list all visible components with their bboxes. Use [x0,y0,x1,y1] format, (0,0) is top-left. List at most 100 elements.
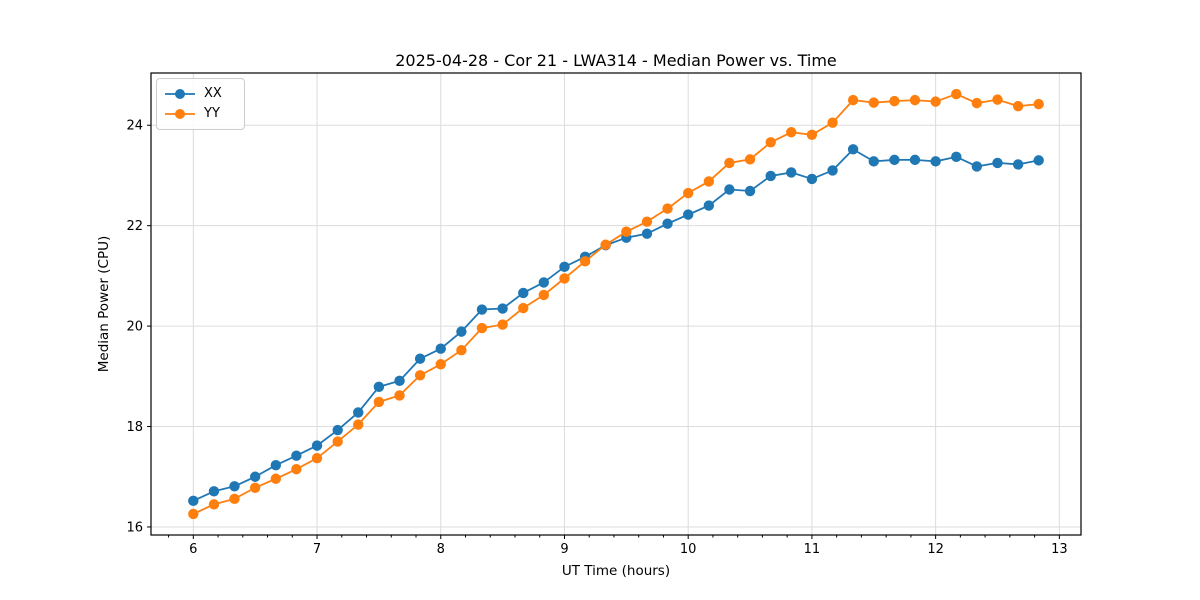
x-tick-label: 13 [1051,542,1068,557]
data-point-yy [909,94,921,106]
data-point-yy [786,127,797,138]
data-point-yy [270,473,282,484]
axis-ticks [147,124,1060,539]
legend: XX YY [156,78,245,130]
data-point-xx [868,156,879,167]
data-point-yy [744,154,756,165]
data-point-yy [188,508,199,520]
data-point-yy [353,419,364,430]
x-tick-label: 11 [804,542,821,557]
xx-line-marker-icon [165,89,195,99]
data-point-yy [208,499,220,510]
data-point-xx [724,184,735,195]
data-point-yy [497,319,508,330]
x-tick-label: 10 [680,542,697,557]
data-point-yy [538,289,550,301]
data-point-xx [538,277,550,288]
tick-labels: 6 7 8 9 10 11 12 13 16 18 20 22 24 [126,119,1067,557]
series-yy [188,88,1044,520]
data-point-yy [291,464,302,475]
legend-label-xx: XX [204,86,222,101]
y-tick-label: 20 [126,320,143,335]
data-point-yy [930,96,941,107]
legend-label-yy: YY [204,106,220,121]
data-point-yy [394,390,405,401]
data-point-xx [1033,155,1044,166]
data-point-xx [703,200,715,211]
data-point-xx [332,424,343,436]
data-point-xx [641,228,653,239]
data-point-yy [662,203,673,214]
yy-line-marker-icon [165,109,195,119]
y-tick-label: 16 [126,520,143,535]
data-point-yy [1012,100,1024,112]
data-point-yy [332,436,343,447]
data-point-xx [311,440,323,451]
data-point-xx [497,303,508,314]
data-point-xx [930,156,941,167]
gridlines [151,73,1081,535]
x-tick-label: 6 [189,542,197,557]
data-point-xx [229,481,240,492]
series-xx [188,144,1044,507]
chart-title: 2025-04-28 - Cor 21 - LWA314 - Median Po… [395,51,837,70]
data-point-xx [414,353,426,364]
data-point-xx [208,486,220,497]
y-tick-label: 24 [126,119,143,134]
plot-border [150,72,1082,536]
data-point-yy [600,239,611,250]
data-point-xx [744,185,756,197]
legend-item-yy: YY [164,104,236,124]
y-tick-label: 18 [126,420,143,435]
data-point-yy [827,117,838,128]
data-point-yy [847,94,859,106]
data-point-yy [641,216,653,227]
data-point-xx [188,495,199,507]
data-point-xx [518,287,529,299]
data-point-xx [827,165,838,176]
data-point-yy [889,95,900,107]
data-point-xx [682,209,694,220]
x-tick-label: 7 [313,542,321,557]
data-point-xx [435,343,446,354]
data-point-xx [951,151,962,163]
x-axis-label: UT Time (hours) [561,563,671,579]
data-point-xx [249,471,261,482]
data-point-xx [373,381,385,393]
data-point-yy [971,97,983,109]
data-point-yy [249,482,261,493]
data-point-yy [868,97,879,108]
data-point-yy [229,493,240,505]
data-point-xx [971,161,983,172]
data-point-xx [559,261,570,273]
data-point-xx [270,459,282,471]
data-point-xx [847,144,859,155]
data-point-yy [579,256,591,267]
data-point-yy [559,273,570,284]
data-point-yy [682,187,694,199]
data-point-yy [456,345,467,356]
data-point-yy [724,157,735,169]
data-point-yy [373,396,385,408]
data-point-yy [518,302,529,314]
data-point-yy [806,129,818,140]
data-point-xx [765,170,776,182]
data-point-yy [476,322,488,334]
data-point-yy [992,94,1003,105]
x-tick-label: 9 [560,542,568,557]
data-point-xx [1012,159,1024,170]
data-point-yy [621,226,632,237]
data-point-yy [414,370,426,381]
data-point-xx [806,173,818,185]
data-point-xx [909,154,921,166]
data-point-xx [992,157,1003,169]
data-point-xx [476,304,488,315]
data-point-xx [394,375,405,387]
data-point-xx [786,167,797,178]
data-point-yy [951,88,962,100]
data-point-yy [435,359,446,370]
data-point-yy [765,137,776,148]
data-point-xx [889,154,900,166]
